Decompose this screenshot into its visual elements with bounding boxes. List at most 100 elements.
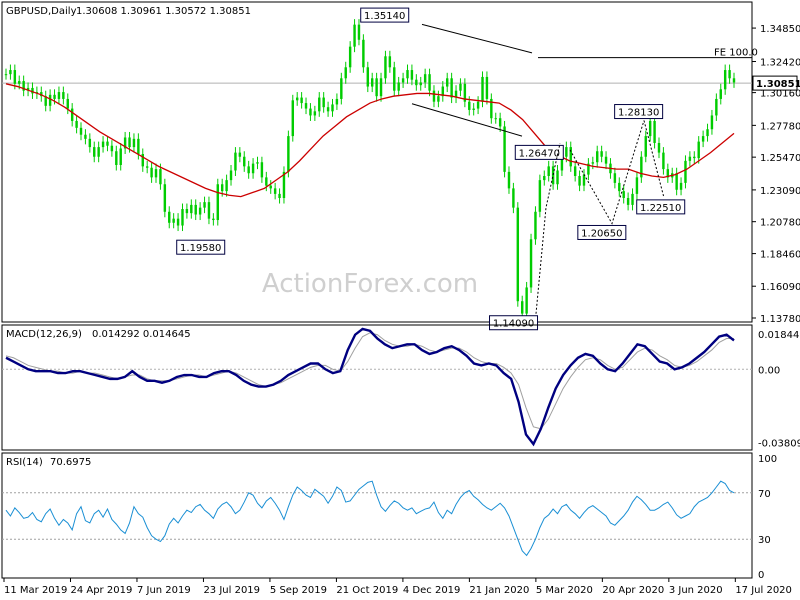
candle-body [229, 170, 233, 181]
candle-body [48, 94, 52, 106]
macd-tick-label: 0.018442 [758, 330, 800, 341]
candle-body [582, 174, 586, 186]
wave-dashed-line [569, 120, 645, 225]
candle-body [379, 78, 383, 97]
candle-body [507, 171, 511, 189]
candle-body [115, 151, 118, 165]
candle-body [521, 301, 524, 314]
price-annotation-box [360, 7, 410, 23]
candle-body [626, 198, 630, 205]
price-tick-label: 1.32420 [760, 58, 800, 69]
candle-body [53, 94, 56, 99]
candle-body [291, 100, 295, 137]
candle-body [401, 78, 405, 83]
candle-body [657, 142, 661, 153]
price-tick-label: 1.34850 [760, 24, 800, 35]
candle-body [494, 118, 497, 120]
price-tick-label: 1.30160 [760, 89, 800, 100]
candle-body [437, 96, 440, 102]
candle-body [701, 136, 705, 142]
candle-body [688, 156, 692, 161]
candle-body [97, 147, 100, 157]
candle-body [176, 218, 180, 226]
candle-body [132, 138, 136, 148]
candle-body [578, 175, 581, 186]
candle-body [454, 90, 458, 98]
candle-body [154, 169, 158, 178]
x-tick-label: 23 Jul 2019 [203, 585, 260, 596]
price-panel-frame [1, 1, 753, 323]
x-tick-label: 24 Apr 2019 [70, 585, 132, 596]
candle-body [432, 90, 436, 102]
price-tick-label: 1.13780 [760, 314, 800, 325]
candle-body [88, 138, 92, 148]
candle-body [393, 67, 396, 91]
candle-body [106, 141, 109, 146]
candle-body [684, 160, 687, 183]
candle-body [693, 156, 696, 159]
price-tick-label: 1.20780 [760, 218, 800, 229]
candle-body [273, 188, 277, 194]
candle-body [556, 170, 559, 185]
candle-body [145, 166, 149, 168]
candle-body [295, 97, 299, 101]
candle-body [150, 167, 153, 178]
candle-body [631, 193, 634, 205]
candle-body [348, 46, 352, 68]
candle-body [419, 82, 422, 86]
candle-body [481, 76, 484, 102]
candle-body [618, 182, 621, 192]
rsi-line [5, 480, 735, 557]
candle-body [198, 207, 202, 215]
moving-average-line [5, 83, 735, 198]
candle-body [185, 209, 189, 214]
candle-body [234, 152, 237, 171]
candle-body [326, 107, 330, 112]
candle-body [225, 180, 228, 192]
price-tick-label: 1.25470 [760, 153, 800, 164]
candle-body [62, 92, 65, 99]
rsi-tick-label: 100 [758, 454, 777, 465]
candle-body [243, 156, 246, 167]
candle-body [4, 74, 8, 76]
price-title: GBPUSD,Daily [6, 6, 77, 17]
price-annotation-box [176, 239, 226, 255]
candle-body [322, 97, 325, 108]
price-ohlc: 1.30608 1.30961 1.30572 1.30851 [76, 6, 251, 17]
candle-body [238, 152, 242, 157]
price-annotation-label: 1.19580 [180, 243, 221, 254]
candle-body [697, 141, 700, 159]
price-tick-label: 1.16090 [760, 282, 800, 293]
price-annotation-box [577, 224, 627, 240]
candle-body [397, 82, 400, 91]
candle-body [472, 108, 475, 110]
candle-body [644, 136, 647, 157]
candle-body [719, 89, 722, 99]
candle-body [653, 120, 656, 143]
price-tick-label: 1.23090 [760, 186, 800, 197]
candle-body [75, 120, 78, 128]
candle-body [159, 169, 162, 185]
rsi-marks: 100 70 30 0 [2, 454, 777, 581]
candle-body [640, 156, 643, 178]
candle-body [357, 24, 361, 40]
candle-body [543, 175, 546, 181]
candle-body [207, 202, 211, 219]
candle-body [490, 98, 493, 119]
candle-body [309, 108, 312, 116]
candle-body [525, 287, 528, 314]
candle-body [181, 209, 184, 226]
candle-body [587, 163, 590, 175]
price-annotation-box [489, 315, 539, 331]
macd-line [5, 327, 735, 447]
price-annotation-label: 1.22510 [640, 203, 681, 214]
candle-body [265, 177, 268, 186]
candle-body [635, 177, 639, 194]
candle-body [410, 70, 414, 80]
candle-body [260, 162, 264, 178]
candle-body [13, 70, 17, 84]
candle-body [498, 118, 502, 127]
candle-body [573, 166, 577, 176]
candle-body [172, 218, 175, 223]
